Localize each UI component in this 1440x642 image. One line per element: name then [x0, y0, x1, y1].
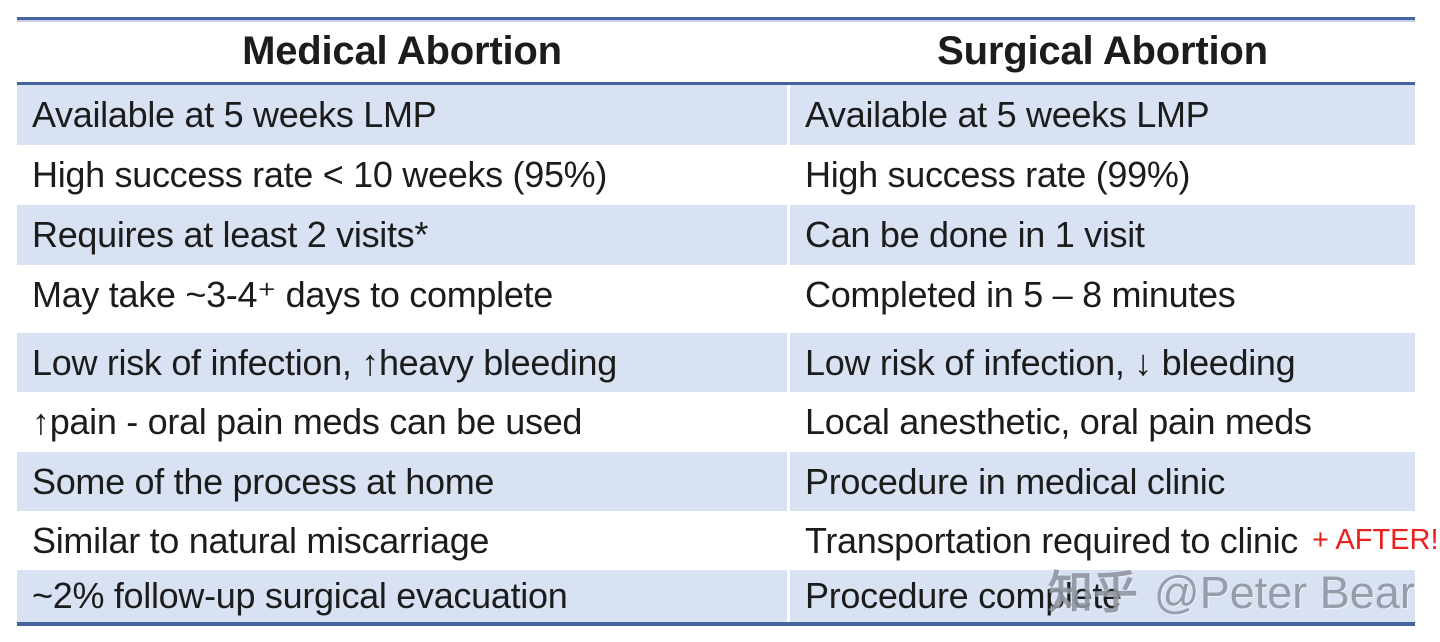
surgical-cell-text: Available at 5 weeks LMP [805, 94, 1210, 135]
table-row: Similar to natural miscarriage Transport… [17, 511, 1439, 570]
medical-cell-text: Requires at least 2 visits* [32, 214, 429, 255]
surgical-cell: Completed in 5 – 8 minutes [790, 265, 1415, 325]
watermark: 知乎 @Peter Bear [1048, 556, 1415, 621]
table-row: Low risk of infection, ↑heavy bleeding L… [17, 333, 1415, 392]
surgical-cell: Procedure complete [790, 570, 1415, 622]
surgical-cell: High success rate (99%) [790, 145, 1415, 205]
medical-cell: High success rate < 10 weeks (95%) [17, 145, 787, 205]
surgical-cell-text: Completed in 5 – 8 minutes [805, 274, 1236, 315]
surgical-cell-text: Local anesthetic, oral pain meds [805, 401, 1312, 442]
medical-cell-text: May take ~3-4⁺ days to complete [32, 274, 553, 315]
medical-header-cell: Medical Abortion [17, 20, 787, 82]
medical-cell-text: High success rate < 10 weeks (95%) [32, 154, 608, 195]
table-row: May take ~3-4⁺ days to complete Complete… [17, 265, 1415, 325]
medical-cell: Requires at least 2 visits* [17, 205, 787, 265]
medical-cell: Some of the process at home [17, 452, 787, 511]
comparison-table: Medical Abortion Surgical Abortion Avail… [17, 17, 1439, 626]
surgical-header-label: Surgical Abortion [937, 28, 1268, 73]
table-row: ↑pain - oral pain meds can be used Local… [17, 392, 1415, 452]
table-group-1: Available at 5 weeks LMP Available at 5 … [17, 85, 1415, 325]
medical-cell-text: Some of the process at home [32, 460, 495, 502]
surgical-cell: Procedure in medical clinic [790, 452, 1415, 511]
group-separator [17, 325, 1415, 333]
surgical-cell: Transportation required to clinic + AFTE… [790, 511, 1439, 570]
medical-cell: May take ~3-4⁺ days to complete [17, 265, 787, 325]
surgical-cell-text: Low risk of infection, ↓ bleeding [805, 341, 1296, 383]
after-annotation: + AFTER! [1312, 524, 1439, 556]
medical-cell-text: Available at 5 weeks LMP [32, 94, 437, 135]
watermark-handle: @Peter Bear [1154, 567, 1415, 618]
surgical-cell-text: Can be done in 1 visit [805, 214, 1145, 255]
medical-cell-text: ↑pain - oral pain meds can be used [32, 401, 583, 442]
table-row: Available at 5 weeks LMP Available at 5 … [17, 85, 1415, 145]
table-bottom-border [17, 622, 1415, 626]
surgical-cell: Can be done in 1 visit [790, 205, 1415, 265]
header-row: Medical Abortion Surgical Abortion [17, 20, 1415, 82]
table-row: Some of the process at home Procedure in… [17, 452, 1415, 511]
medical-cell: ~2% follow-up surgical evacuation [17, 570, 787, 622]
table-top-border [17, 17, 1415, 20]
surgical-cell: Local anesthetic, oral pain meds [790, 392, 1415, 452]
medical-cell: Available at 5 weeks LMP [17, 85, 787, 145]
table-row: ~2% follow-up surgical evacuation Proced… [17, 570, 1415, 622]
surgical-header-cell: Surgical Abortion [790, 20, 1415, 82]
surgical-cell: Low risk of infection, ↓ bleeding [790, 333, 1415, 392]
medical-cell: Similar to natural miscarriage [17, 511, 787, 570]
medical-header-label: Medical Abortion [242, 28, 562, 73]
surgical-cell-text: Procedure in medical clinic [805, 460, 1226, 502]
surgical-cell: Available at 5 weeks LMP [790, 85, 1415, 145]
medical-cell-text: ~2% follow-up surgical evacuation [32, 575, 568, 616]
medical-cell: Low risk of infection, ↑heavy bleeding [17, 333, 787, 392]
table-row: Requires at least 2 visits* Can be done … [17, 205, 1415, 265]
medical-cell-text: Similar to natural miscarriage [32, 519, 490, 561]
surgical-cell-text: High success rate (99%) [805, 154, 1191, 195]
table-group-2: Low risk of infection, ↑heavy bleeding L… [17, 333, 1439, 622]
zhihu-logo: 知乎 [1048, 567, 1139, 618]
surgical-cell-text: Procedure complete [805, 575, 1122, 616]
medical-cell: ↑pain - oral pain meds can be used [17, 392, 787, 452]
surgical-cell-text: Transportation required to clinic [805, 519, 1299, 561]
header-underline [17, 82, 1415, 85]
table-row: High success rate < 10 weeks (95%) High … [17, 145, 1415, 205]
medical-cell-text: Low risk of infection, ↑heavy bleeding [32, 341, 617, 383]
